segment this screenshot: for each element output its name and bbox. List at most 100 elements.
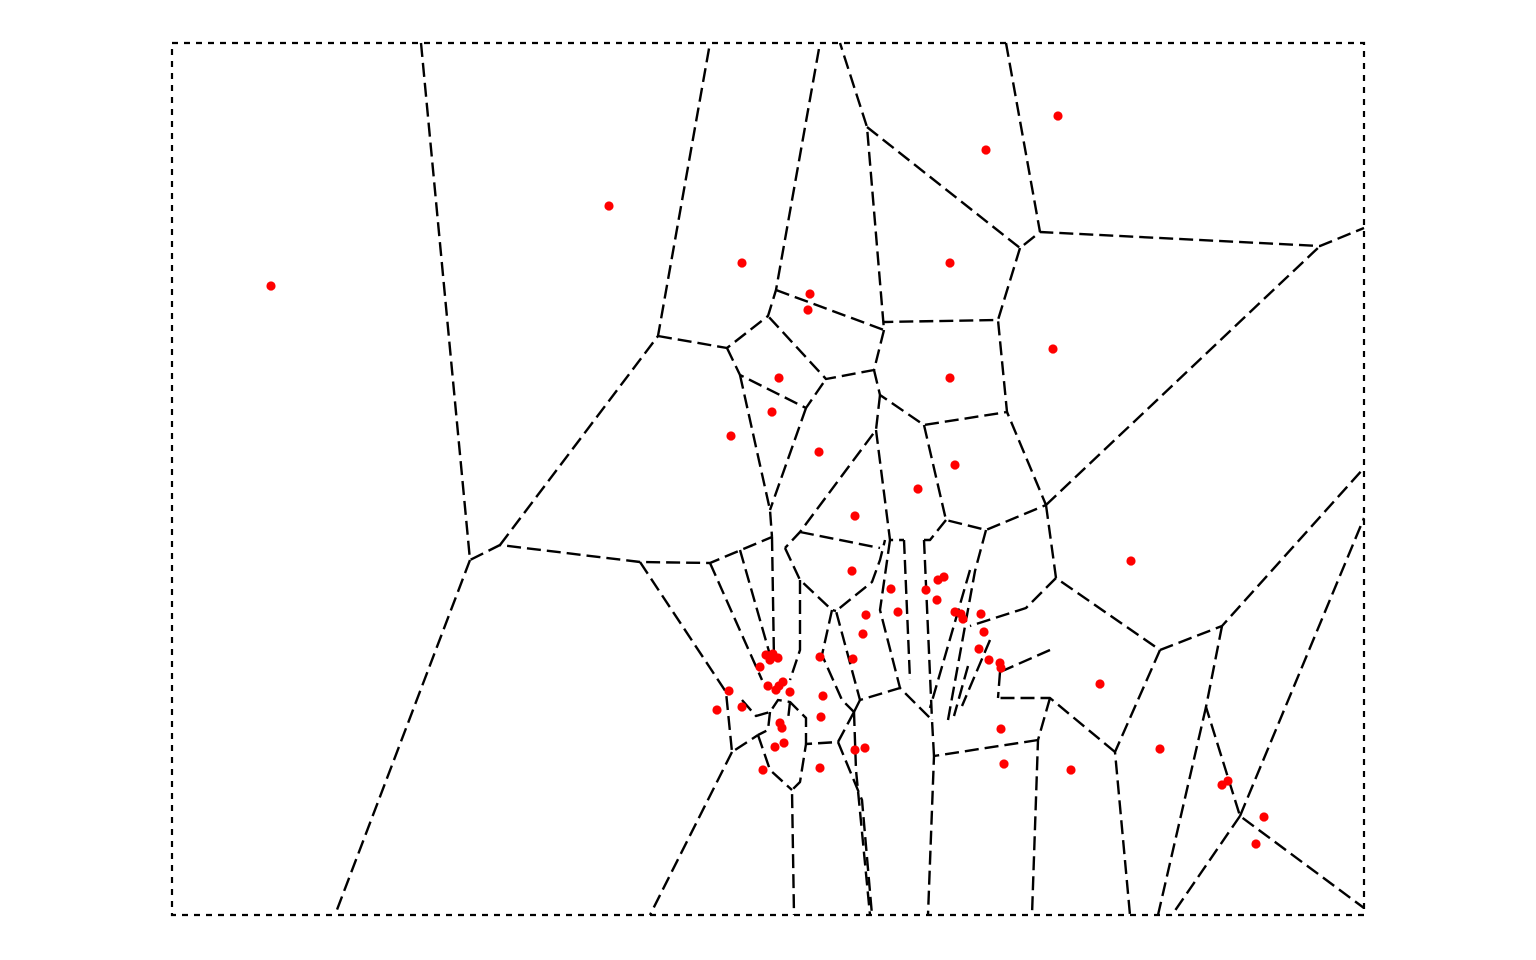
site-point xyxy=(779,738,789,748)
site-point xyxy=(999,759,1009,769)
site-point xyxy=(974,644,984,654)
voronoi-edge xyxy=(952,665,970,717)
voronoi-edge xyxy=(852,711,872,916)
voronoi-edge xyxy=(924,519,947,542)
voronoi-edge xyxy=(874,429,904,542)
voronoi-edge xyxy=(708,562,764,681)
site-point xyxy=(803,305,813,315)
site-point xyxy=(950,460,960,470)
site-point xyxy=(266,281,276,291)
voronoi-edge xyxy=(638,561,759,754)
site-point xyxy=(737,258,747,268)
voronoi-edge xyxy=(767,315,886,381)
voronoi-edge xyxy=(799,530,881,550)
voronoi-edge xyxy=(1004,42,1042,233)
voronoi-edge xyxy=(834,539,936,757)
voronoi-edge xyxy=(820,609,855,713)
site-point xyxy=(815,652,825,662)
voronoi-edge xyxy=(741,698,808,744)
site-point xyxy=(893,607,903,617)
voronoi-edge xyxy=(1044,467,1365,652)
voronoi-edge xyxy=(928,569,972,709)
voronoi-edge xyxy=(725,347,827,410)
bounding-box xyxy=(170,41,1366,917)
voronoi-edge xyxy=(866,126,1365,250)
site-point xyxy=(778,677,788,687)
site-point xyxy=(939,572,949,582)
voronoi-edge xyxy=(1045,245,1321,506)
voronoi-edge xyxy=(878,539,902,689)
site-point xyxy=(913,484,923,494)
site-point xyxy=(886,584,896,594)
voronoi-edge xyxy=(783,547,837,613)
site-point xyxy=(1048,344,1058,354)
site-point xyxy=(1126,556,1136,566)
site-point xyxy=(604,201,614,211)
site-point xyxy=(785,687,795,697)
voronoi-edge xyxy=(790,711,856,916)
voronoi-edge xyxy=(657,42,822,350)
voronoi-edge xyxy=(969,577,1057,628)
voronoi-edge xyxy=(902,539,912,681)
voronoi-edge xyxy=(999,648,1051,674)
site-point xyxy=(763,681,773,691)
voronoi-edge xyxy=(786,701,792,721)
site-point xyxy=(847,566,857,576)
site-point xyxy=(958,614,968,624)
site-point xyxy=(932,595,942,605)
voronoi-edge xyxy=(1204,625,1365,909)
site-point xyxy=(1066,765,1076,775)
voronoi-edge xyxy=(1030,697,1052,916)
site-point xyxy=(767,407,777,417)
voronoi-edge xyxy=(738,374,774,538)
voronoi-edge xyxy=(770,536,776,661)
site-point xyxy=(1053,111,1063,121)
voronoi-edge xyxy=(946,529,988,721)
voronoi-edge xyxy=(648,751,734,916)
site-point xyxy=(848,654,858,664)
site-point xyxy=(1251,839,1261,849)
site-point xyxy=(777,723,787,733)
site-point xyxy=(1155,744,1165,754)
site-point xyxy=(979,627,989,637)
voronoi-edge xyxy=(333,559,472,916)
site-point xyxy=(773,653,783,663)
site-point xyxy=(818,691,828,701)
site-point xyxy=(805,289,815,299)
voronoi-edge xyxy=(1113,649,1162,916)
site-point xyxy=(860,743,870,753)
voronoi-edge xyxy=(1156,706,1208,916)
site-point xyxy=(850,511,860,521)
site-point xyxy=(984,655,994,665)
voronoi-edge xyxy=(960,639,992,707)
site-point xyxy=(814,447,824,457)
site-point xyxy=(816,712,826,722)
voronoi-edge xyxy=(922,411,1048,532)
voronoi-edge xyxy=(926,738,1039,916)
voronoi-edge xyxy=(852,699,862,713)
voronoi-edge xyxy=(757,711,772,737)
site-point xyxy=(726,431,736,441)
site-point xyxy=(858,629,868,639)
voronoi-edge xyxy=(768,407,808,511)
site-point xyxy=(1095,679,1105,689)
voronoi-edge xyxy=(419,42,773,565)
site-point xyxy=(758,765,768,775)
voronoi-edge xyxy=(872,319,1009,427)
voronoi-edge xyxy=(1171,815,1241,916)
voronoi-edge xyxy=(836,741,874,916)
site-point xyxy=(921,585,931,595)
site-point xyxy=(770,742,780,752)
site-point xyxy=(712,705,722,715)
site-point xyxy=(850,745,860,755)
site-point xyxy=(774,373,784,383)
voronoi-edge xyxy=(996,671,1002,699)
site-point xyxy=(945,373,955,383)
voronoi-edge xyxy=(756,734,793,791)
site-point xyxy=(945,258,955,268)
site-point xyxy=(815,763,825,773)
voronoi-edge xyxy=(499,42,712,546)
voronoi-edge xyxy=(738,549,772,656)
